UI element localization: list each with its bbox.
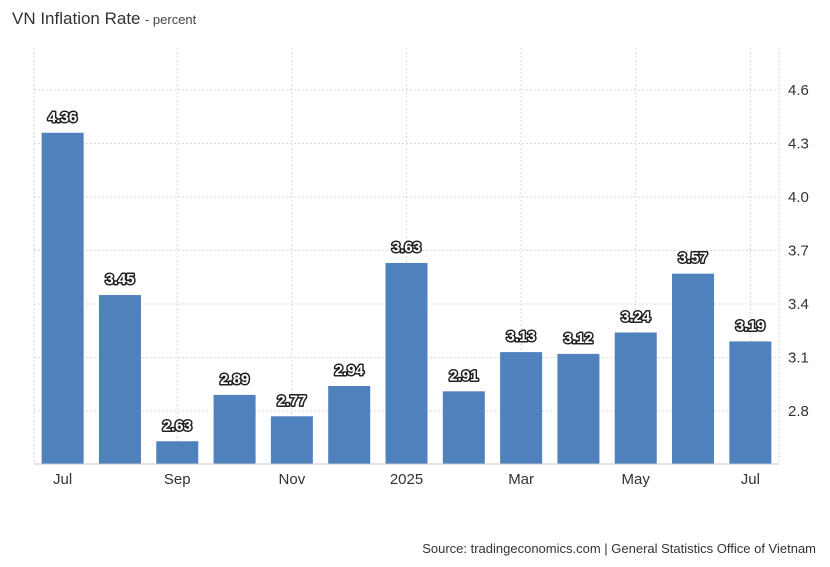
bar-value-label: 3.24 (621, 308, 651, 325)
chart-subtitle: - percent (144, 12, 197, 27)
bar-value-label: 3.57 (678, 250, 707, 267)
bar (557, 353, 600, 464)
y-tick-label: 4.3 (788, 135, 809, 152)
bar (385, 262, 428, 464)
bar-value-label: 3.45 (105, 271, 134, 288)
bar-value-label: 2.77 (277, 392, 306, 409)
y-tick-label: 4.0 (788, 189, 809, 206)
bar (614, 332, 657, 464)
bar (213, 394, 256, 464)
x-axis: Jul Sep Nov 2025 Mar May Jul (34, 463, 779, 488)
x-tick-label: Sep (164, 471, 191, 488)
bar (98, 295, 141, 464)
y-tick-label: 3.1 (788, 349, 809, 366)
bar-value-label: 3.63 (392, 239, 421, 256)
x-tick-label: Jul (741, 471, 760, 488)
bar-value-label: 4.36 (48, 109, 77, 126)
x-tick-label: Mar (508, 471, 534, 488)
bar (156, 441, 199, 464)
source-credit: Source: tradingeconomics.com | General S… (422, 541, 816, 556)
y-tick-label: 2.8 (788, 403, 809, 420)
bar (672, 273, 715, 464)
bar-value-label: 3.13 (507, 328, 536, 345)
data-labels: 4.36 3.45 2.63 2.89 2.77 2.94 3.63 2.91 3.13 3.12… (47, 107, 767, 435)
x-tick-label: Nov (279, 471, 306, 488)
bar (270, 416, 313, 464)
bar (41, 132, 84, 465)
y-tick-label: 3.7 (788, 242, 809, 259)
bar-value-label: 2.63 (163, 417, 192, 434)
chart-title: VN Inflation Rate (12, 9, 141, 28)
bar-value-label: 2.89 (220, 371, 249, 388)
bar (328, 385, 371, 464)
chart-title-block: VN Inflation Rate - percent (12, 9, 196, 29)
bar-value-label: 2.94 (335, 362, 365, 379)
y-axis: 2.8 3.1 3.4 3.7 4.0 4.3 4.6 (788, 82, 809, 420)
y-tick-label: 4.6 (788, 82, 809, 99)
x-tick-label: Jul (53, 471, 72, 488)
x-tick-label: May (622, 471, 651, 488)
bar-value-label: 2.91 (449, 367, 478, 384)
bar (442, 391, 485, 464)
bar-value-label: 3.12 (564, 330, 593, 347)
x-tick-label: 2025 (390, 471, 423, 488)
y-tick-label: 3.4 (788, 296, 809, 313)
bar-value-label: 3.19 (736, 317, 765, 334)
bars (41, 132, 772, 465)
bar (500, 352, 543, 464)
bar (729, 341, 772, 464)
